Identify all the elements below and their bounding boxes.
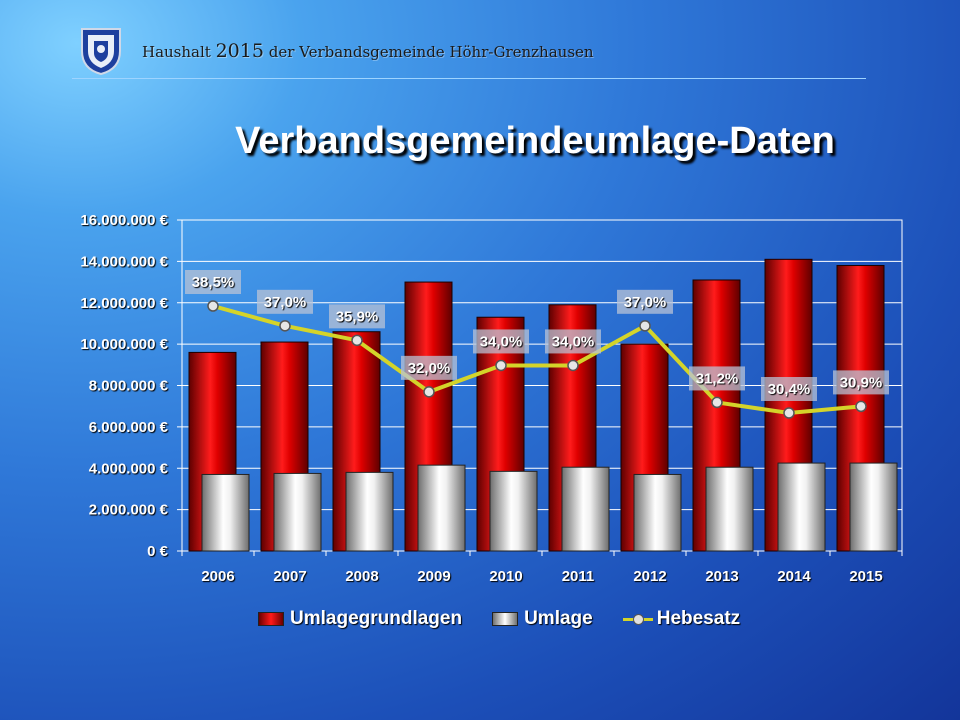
legend-item-umlagegrundlagen: Umlagegrundlagen [258, 608, 462, 630]
y-tick-label: 4.000.000 € [89, 460, 169, 477]
x-tick-label: 2012 [633, 568, 666, 585]
hebesatz-data-label: 34,0% [480, 333, 523, 350]
header-prefix: Haushalt [142, 43, 211, 61]
hebesatz-line [212, 304, 862, 416]
bar-umlage [633, 473, 682, 552]
bar-umlage [201, 473, 250, 552]
header-year: 2015 [215, 40, 264, 62]
x-tick-label: 2006 [201, 568, 234, 585]
legend-swatch-white [492, 612, 519, 626]
hebesatz-point [711, 396, 723, 409]
bar-umlage [345, 471, 394, 552]
hebesatz-data-label: 35,9% [336, 308, 379, 325]
hebesatz-point [567, 359, 579, 372]
x-tick-label: 2008 [345, 568, 378, 585]
header-divider [72, 78, 866, 79]
y-tick-label: 8.000.000 € [89, 378, 169, 395]
x-tick-label: 2014 [777, 568, 811, 585]
bar-umlage [777, 462, 826, 552]
x-tick-label: 2011 [562, 568, 595, 585]
hebesatz-label-box [545, 329, 601, 354]
page-title: Verbandsgemeindeumlage-Daten [235, 120, 835, 162]
legend-item-umlage: Umlage [492, 608, 593, 630]
bar-umlage [489, 470, 538, 552]
hebesatz-label-box [689, 366, 745, 391]
hebesatz-point [639, 320, 651, 332]
hebesatz-point [351, 334, 363, 347]
bar-umlage [273, 472, 322, 552]
y-tick-label: 14.000.000 € [80, 253, 168, 270]
hebesatz-point [495, 359, 507, 372]
legend-swatch-line [622, 613, 653, 625]
hebesatz-data-label: 37,0% [264, 294, 307, 311]
hebesatz-point [855, 400, 867, 413]
hebesatz-data-label: 30,4% [768, 381, 811, 398]
y-tick-label: 2.000.000 € [89, 502, 169, 519]
legend-swatch-red [258, 612, 284, 626]
hebesatz-point [783, 407, 795, 419]
y-tick-label: 10.000.000 € [80, 336, 168, 353]
hebesatz-label-box [257, 289, 313, 314]
legend-item-hebesatz: Hebesatz [622, 608, 741, 630]
hebesatz-label-box [401, 355, 457, 380]
x-tick-label: 2013 [705, 568, 738, 585]
hebesatz-data-label: 38,5% [192, 274, 235, 291]
y-tick-label: 0 € [147, 543, 169, 560]
hebesatz-point [279, 320, 291, 332]
legend-label-umlage: Umlage [524, 608, 593, 629]
header-text: Haushalt 2015 der Verbandsgemeinde Höhr-… [142, 40, 594, 62]
hebesatz-label-box [185, 270, 241, 294]
hebesatz-data-label: 37,0% [624, 294, 667, 311]
hebesatz-data-label: 34,0% [552, 333, 595, 350]
hebesatz-label-box [761, 377, 817, 401]
header-suffix: der Verbandsgemeinde Höhr-Grenzhausen [268, 43, 594, 61]
x-tick-label: 2010 [489, 568, 522, 585]
hebesatz-point [207, 300, 219, 312]
x-tick-label: 2009 [417, 568, 450, 585]
bar-umlage [705, 466, 754, 552]
legend-label-hebesatz: Hebesatz [656, 608, 741, 629]
hebesatz-label-box [833, 370, 889, 395]
chart-legend: Umlagegrundlagen Umlage Hebesatz [258, 606, 770, 632]
y-tick-label: 12.000.000 € [80, 295, 168, 312]
hebesatz-label-box [617, 289, 673, 314]
x-tick-label: 2015 [849, 568, 882, 585]
hebesatz-point [423, 386, 435, 398]
coat-of-arms-logo [81, 28, 121, 75]
bar-umlage [417, 464, 466, 552]
hebesatz-data-label: 32,0% [408, 360, 451, 377]
hebesatz-data-label: 31,2% [696, 370, 739, 387]
hebesatz-label-box [473, 329, 529, 354]
hebesatz-label-box [329, 304, 385, 329]
hebesatz-data-label: 30,9% [840, 374, 883, 391]
x-tick-label: 2007 [273, 568, 306, 585]
legend-label-umlagegrundlagen: Umlagegrundlagen [290, 608, 463, 629]
bar-umlage [561, 466, 610, 552]
y-tick-label: 6.000.000 € [89, 419, 169, 436]
y-tick-label: 16.000.000 € [80, 212, 168, 229]
bar-umlage [849, 462, 898, 552]
